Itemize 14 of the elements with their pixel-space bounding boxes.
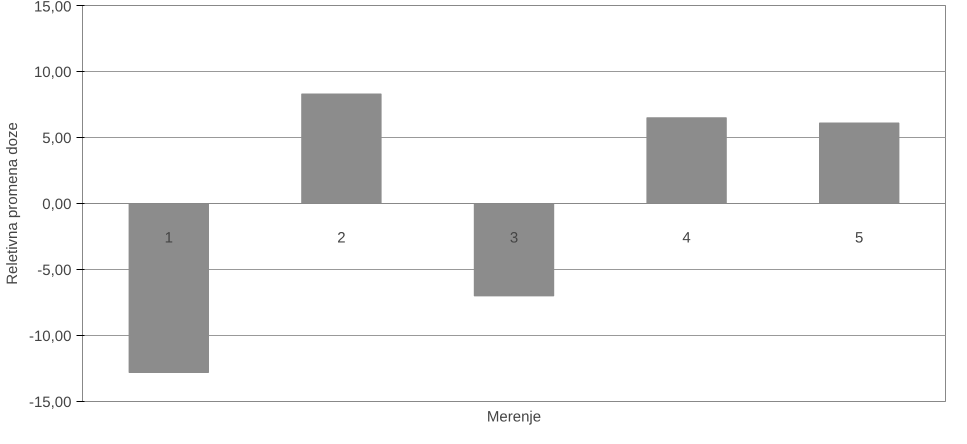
y-tick-label: 0,00	[42, 196, 72, 213]
y-tick-label: -10,00	[28, 328, 72, 345]
y-tick-label: 5,00	[42, 130, 72, 147]
y-tick-label: -5,00	[37, 262, 72, 279]
y-tick-label: 10,00	[34, 64, 72, 81]
x-tick-label: 3	[510, 230, 518, 246]
x-axis-title: Merenje	[486, 408, 542, 426]
x-tick-label: 1	[164, 230, 173, 246]
y-tick-label: -15,00	[28, 394, 72, 411]
x-tick-label: 5	[855, 230, 864, 246]
y-tick-label: 15,00	[34, 0, 72, 16]
y-axis-title: Reletivna promena doze	[4, 122, 21, 285]
x-tick-label: 4	[682, 230, 691, 246]
x-tick-label: 2	[337, 230, 346, 246]
